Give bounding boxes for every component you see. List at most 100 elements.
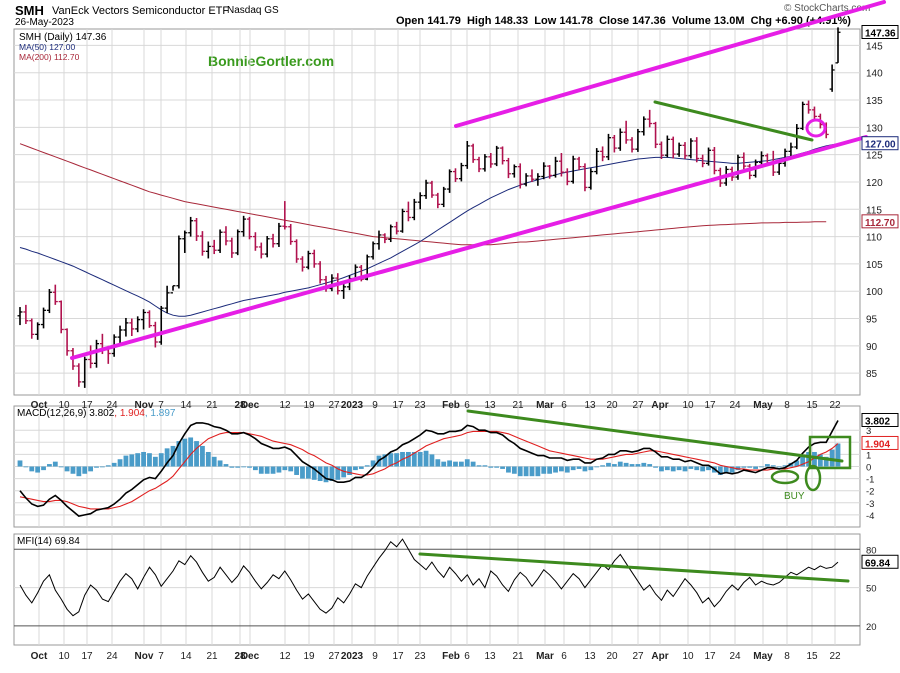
price-x-tick-label: 19 — [303, 400, 315, 411]
price-bar — [264, 236, 270, 258]
macd-histogram-bar — [576, 466, 582, 469]
macd-histogram-bar — [164, 448, 170, 467]
price-bar — [435, 192, 441, 209]
price-y-tick-label: 85 — [866, 369, 878, 380]
macd-signal-value-label: 1.904 — [861, 435, 899, 450]
low-value: 141.78 — [559, 15, 593, 27]
price-bar — [500, 146, 506, 165]
price-bar — [394, 221, 400, 235]
ma50-value-label-text: 127.00 — [865, 140, 896, 151]
mfi-x-tick-label: 13 — [584, 651, 596, 662]
macd-histogram-bar — [570, 466, 576, 471]
macd-histogram-bar — [94, 466, 99, 468]
macd-histogram-bar — [353, 466, 358, 471]
price-bar — [576, 156, 582, 170]
macd-histogram-bar — [741, 466, 747, 468]
price-bar — [194, 218, 200, 241]
macd-histogram-bar — [347, 466, 352, 475]
macd-y-tick-label: -4 — [866, 511, 874, 522]
macd-histogram-bar — [52, 461, 58, 467]
ma200-line — [19, 143, 827, 246]
macd-y-tick-label: -2 — [866, 487, 874, 498]
macd-histogram-bar — [482, 465, 488, 467]
price-bar — [88, 345, 94, 369]
price-bar — [141, 309, 147, 330]
price-bar — [594, 148, 600, 175]
price-bar — [447, 169, 453, 193]
price-bar — [35, 322, 41, 340]
macd-histogram-bar — [152, 456, 158, 467]
macd-histogram-bar — [453, 461, 458, 467]
price-bar — [600, 146, 606, 162]
macd-histogram-bar — [188, 437, 194, 467]
price-x-tick-label: Mar — [536, 400, 554, 411]
macd-breakout-box — [808, 435, 852, 470]
price-bar — [282, 201, 288, 230]
price-x-tick-label: 8 — [784, 400, 790, 411]
macd-histogram-bar — [323, 466, 329, 483]
macd-histogram-bar — [88, 466, 94, 472]
price-x-tick-label: 12 — [279, 400, 291, 411]
mfi-x-tick-label: 20 — [606, 651, 618, 662]
macd-histogram-bar — [17, 460, 23, 467]
ma200-value-label-box — [861, 214, 899, 229]
price-x-tick-label: 7 — [158, 400, 164, 411]
price-bar — [52, 284, 58, 305]
macd-histogram-bar — [123, 455, 129, 467]
trend-channel-lower — [70, 135, 868, 360]
price-y-tick-label: 135 — [866, 96, 883, 107]
price-bar — [517, 163, 523, 189]
price-bar — [82, 356, 88, 388]
macd-signal-value-label-box — [861, 435, 899, 450]
price-y-tick-label: 130 — [866, 123, 883, 134]
price-bar — [670, 136, 676, 159]
macd-legend-item: , 1.904 — [114, 408, 145, 419]
macd-signal-value-label-text: 1.904 — [865, 439, 890, 450]
price-bar — [58, 300, 64, 334]
macd-histogram-bar — [617, 461, 623, 467]
macd-histogram-bar — [382, 454, 388, 467]
macd-histogram-bar — [653, 466, 658, 468]
macd-histogram-bar — [229, 466, 235, 468]
macd-histogram-bar — [23, 466, 29, 468]
macd-histogram-bar — [547, 466, 553, 474]
price-bar — [182, 230, 188, 253]
price-bar — [158, 305, 164, 345]
macd-histogram-bar — [464, 459, 470, 467]
price-bar — [252, 232, 258, 251]
macd-histogram-bar — [158, 453, 164, 467]
price-bar — [588, 168, 594, 190]
price-bar — [229, 237, 235, 258]
price-bar — [476, 156, 482, 173]
macd-histogram-bar — [305, 466, 311, 479]
macd-histogram-bar — [529, 466, 535, 477]
price-x-tick-label: Dec — [241, 400, 260, 411]
price-y-tick-label: 120 — [866, 178, 883, 189]
price-bar — [405, 201, 411, 222]
macd-histogram-bar — [764, 464, 770, 467]
macd-value-label-box — [861, 412, 899, 427]
price-bar — [29, 318, 35, 339]
macd-value-label-text: 3.802 — [865, 416, 890, 427]
price-bar — [806, 100, 812, 114]
macd-histogram-bar — [41, 466, 46, 471]
macd-histogram-bar — [35, 466, 41, 473]
macd-histogram-bar — [99, 466, 105, 468]
macd-histogram-bar — [247, 466, 252, 468]
macd-histogram-bar — [82, 466, 88, 474]
price-x-tick-label: 23 — [414, 400, 426, 411]
price-bar — [494, 145, 500, 167]
macd-histogram-bar — [135, 453, 141, 467]
price-bar — [547, 165, 553, 179]
macd-histogram-bar — [282, 466, 288, 471]
price-bar — [135, 316, 141, 333]
macd-histogram-bar — [829, 449, 835, 467]
macd-histogram-bar — [111, 462, 117, 467]
macd-histogram-bar — [670, 466, 676, 472]
macd-histogram-bar — [688, 466, 694, 469]
macd-histogram-bar — [594, 466, 600, 468]
mfi-x-tick-label: 21 — [206, 651, 218, 662]
price-bar — [505, 157, 511, 179]
price-bar — [170, 285, 176, 294]
